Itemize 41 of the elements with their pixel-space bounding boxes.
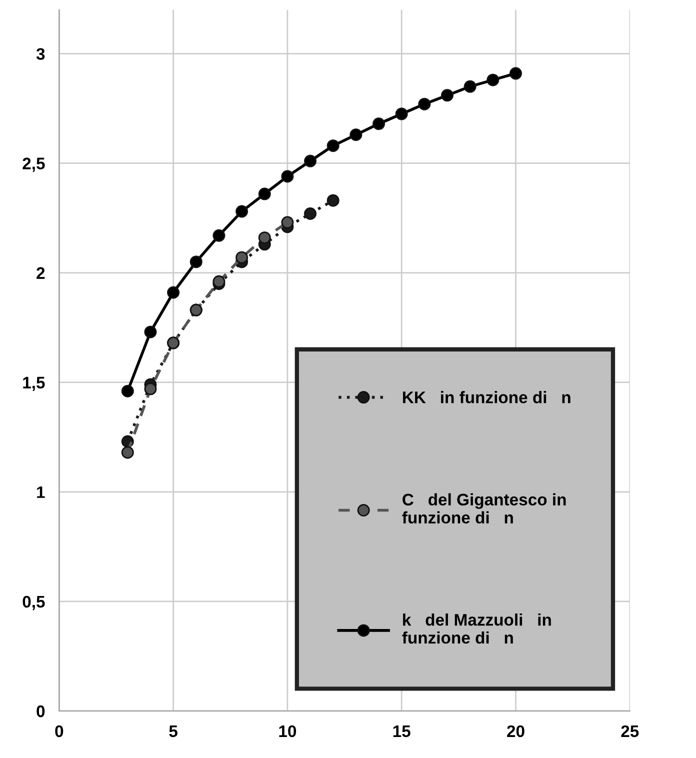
- y-tick-label: 0: [36, 705, 45, 718]
- point: [258, 188, 271, 200]
- point: [372, 118, 386, 130]
- point: [121, 446, 134, 459]
- point: [281, 216, 294, 229]
- y-tick-label: 2: [36, 267, 45, 279]
- x-tick-label: 5: [169, 726, 178, 738]
- point: [236, 251, 248, 264]
- point: [350, 128, 362, 141]
- x-tick-label: 0: [55, 725, 64, 738]
- y-tick-label: 1: [37, 486, 45, 498]
- x-tick-label: 25: [621, 725, 639, 738]
- point: [509, 67, 522, 80]
- point: [190, 256, 202, 268]
- point: [326, 139, 340, 152]
- legend-label: k del Mazzuoli in funzione di n: [402, 613, 551, 644]
- point: [144, 382, 157, 396]
- point: [167, 286, 180, 299]
- y-tick-label: 0,5: [22, 596, 45, 610]
- y-tick-label: 1,5: [23, 376, 45, 391]
- x-tick-label: 15: [393, 726, 410, 738]
- point: [464, 80, 476, 93]
- legend-label: KK in funzione di n: [403, 391, 570, 404]
- y-tick-label: 2,5: [22, 158, 45, 172]
- x-tick-label: 20: [507, 725, 524, 738]
- point: [258, 231, 271, 244]
- x-tick-label: 10: [279, 725, 296, 738]
- point: [212, 229, 226, 242]
- point: [418, 98, 431, 110]
- y-tick-label: 3: [36, 48, 45, 60]
- point: [441, 89, 454, 102]
- point: [121, 384, 134, 398]
- point: [144, 326, 157, 338]
- point: [486, 74, 500, 86]
- point: [326, 194, 340, 207]
- legend-label: C del Gigantesco in funzione di n: [402, 493, 566, 524]
- point: [304, 207, 317, 220]
- point: [304, 154, 317, 168]
- point: [281, 170, 294, 183]
- point: [236, 205, 248, 218]
- point: [395, 108, 408, 120]
